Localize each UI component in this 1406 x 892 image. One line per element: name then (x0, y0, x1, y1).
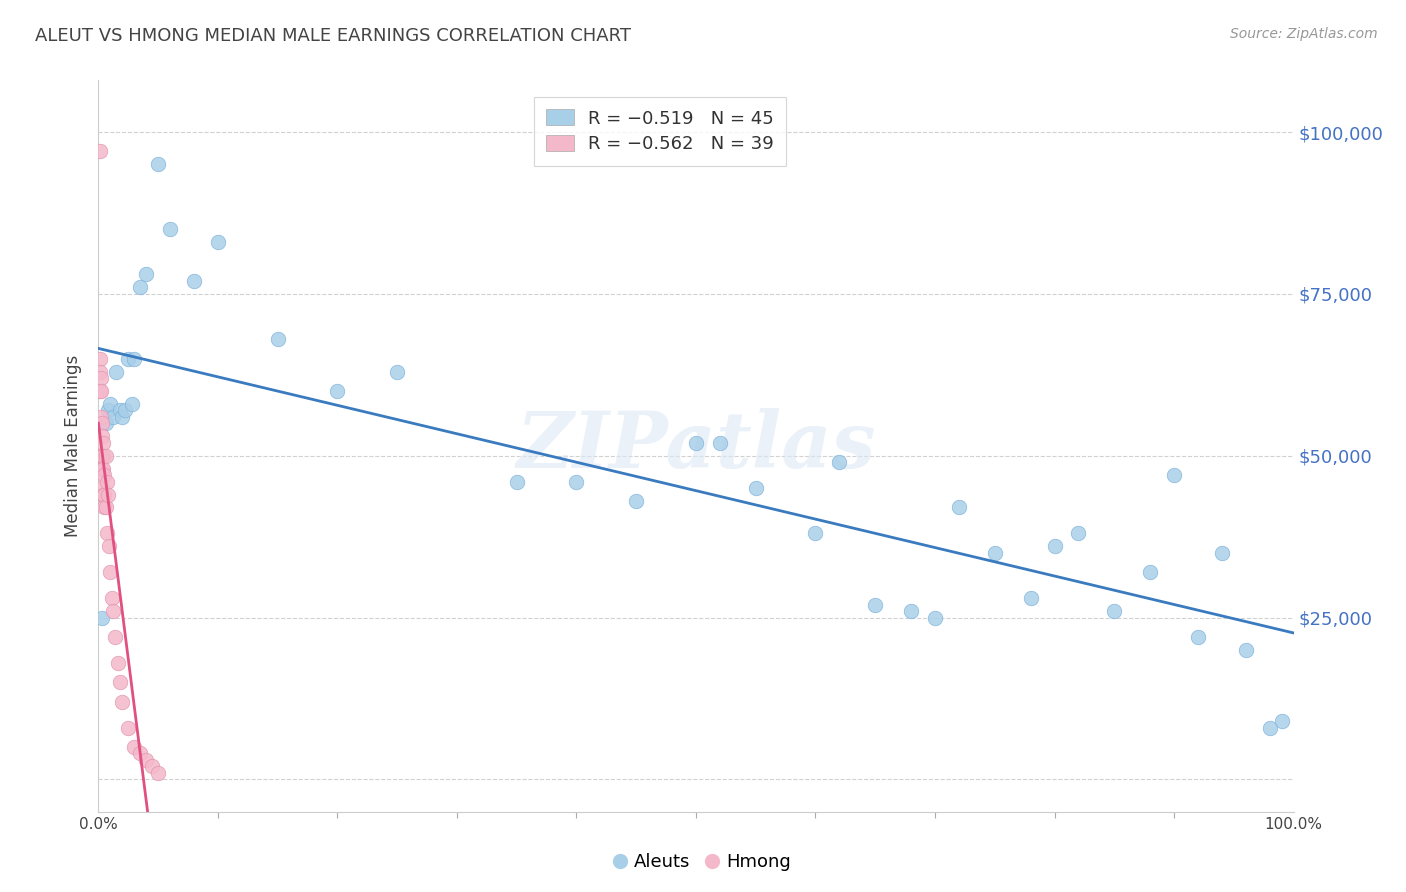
Point (90, 371, 112, 385)
Text: Source: ZipAtlas.com: Source: ZipAtlas.com (1230, 27, 1378, 41)
Point (94, 500, 117, 515)
Point (924, 610, 946, 624)
Point (91, 481, 114, 495)
Point (148, 157, 170, 171)
Point (98, 539, 121, 553)
Point (948, 500, 970, 515)
Point (114, 403, 136, 417)
Point (91, 417, 114, 431)
Point (135, 753, 157, 767)
Point (1211, 546, 1233, 560)
Point (111, 695, 134, 709)
Point (135, 268, 157, 282)
Point (141, 759, 163, 773)
Point (100, 591, 122, 606)
Point (1067, 526, 1090, 541)
Point (124, 739, 146, 754)
Point (129, 280, 152, 294)
Point (326, 384, 349, 398)
Point (121, 397, 143, 411)
Point (94, 449, 117, 463)
Point (91, 610, 114, 624)
Point (506, 475, 529, 489)
Legend: R = −0.519   N = 45, R = −0.562   N = 39: R = −0.519 N = 45, R = −0.562 N = 39 (534, 96, 786, 166)
Point (96, 475, 118, 489)
Point (107, 656, 129, 670)
Point (91, 449, 114, 463)
Point (101, 604, 124, 618)
Point (1104, 604, 1126, 618)
Point (97, 487, 120, 501)
Point (111, 409, 134, 424)
Legend: Aleuts, Hmong: Aleuts, Hmong (609, 847, 797, 879)
Point (108, 403, 131, 417)
Point (804, 526, 827, 541)
Point (1139, 566, 1161, 580)
Point (89, 351, 111, 366)
Point (91, 429, 114, 443)
Point (1163, 468, 1185, 483)
Point (207, 235, 229, 249)
Text: ALEUT VS HMONG MEDIAN MALE EARNINGS CORRELATION CHART: ALEUT VS HMONG MEDIAN MALE EARNINGS CORR… (35, 27, 631, 45)
Point (685, 435, 707, 450)
Point (89, 384, 111, 398)
Point (91, 449, 114, 463)
Point (105, 365, 128, 379)
Point (91, 487, 114, 501)
Point (93, 487, 115, 501)
Point (565, 475, 588, 489)
Point (90, 449, 112, 463)
Point (104, 630, 127, 644)
Point (865, 598, 887, 612)
Point (91, 435, 114, 450)
Point (91, 461, 114, 475)
Point (1271, 714, 1294, 728)
Point (93, 468, 115, 483)
Point (89, 365, 111, 379)
Point (626, 494, 648, 508)
Point (183, 274, 205, 288)
Point (101, 409, 124, 424)
Point (828, 455, 851, 469)
Point (98, 397, 122, 411)
Point (108, 675, 131, 690)
Point (1019, 591, 1042, 606)
Point (96, 526, 118, 541)
Point (1258, 721, 1281, 735)
Point (148, 765, 170, 780)
Point (124, 351, 146, 366)
Point (90, 409, 112, 424)
Point (1234, 643, 1257, 657)
Point (745, 481, 768, 495)
Point (984, 546, 1007, 560)
Point (90, 384, 112, 398)
Point (89, 145, 111, 159)
Text: ZIPatlas: ZIPatlas (516, 408, 876, 484)
Point (1043, 539, 1066, 553)
Y-axis label: Median Male Earnings: Median Male Earnings (65, 355, 83, 537)
Point (385, 365, 409, 379)
Point (900, 604, 922, 618)
Point (117, 721, 139, 735)
Point (1187, 630, 1209, 644)
Point (94, 417, 117, 431)
Point (117, 351, 139, 366)
Point (159, 222, 181, 236)
Point (97, 403, 120, 417)
Point (709, 435, 731, 450)
Point (267, 332, 290, 346)
Point (91, 461, 114, 475)
Point (93, 500, 115, 515)
Point (129, 747, 152, 761)
Point (98, 566, 122, 580)
